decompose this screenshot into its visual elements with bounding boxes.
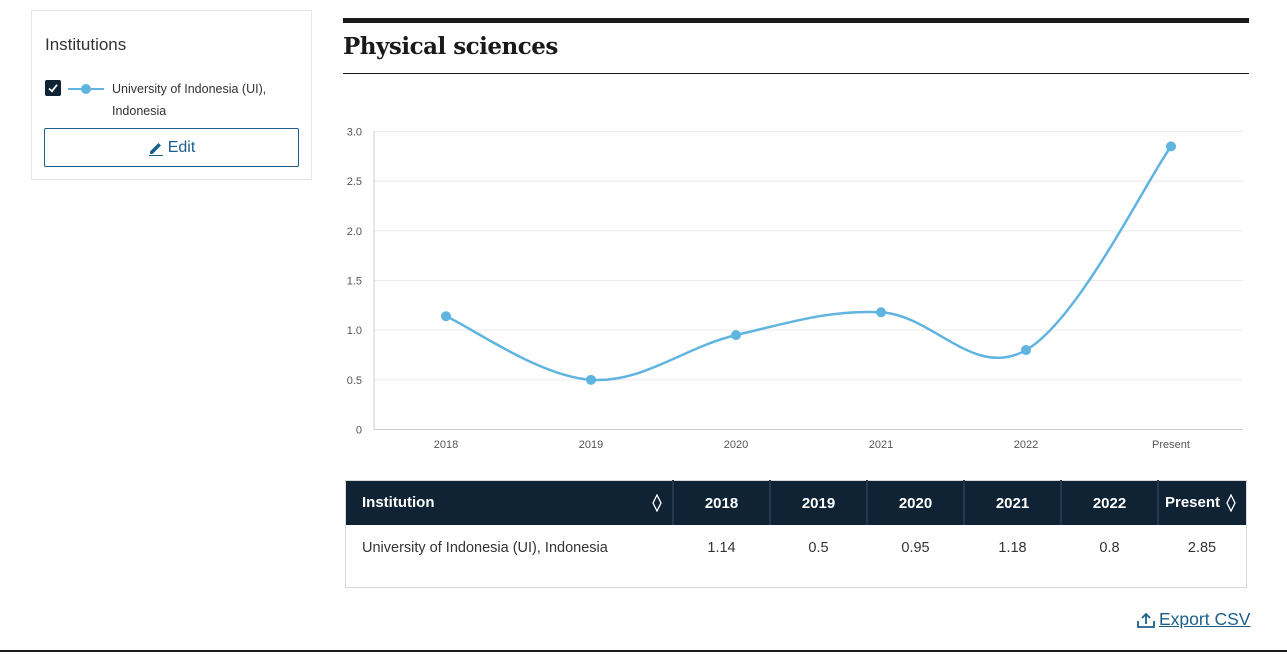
header-2021[interactable]: 2021 <box>963 480 1061 525</box>
value-cell-2019: 0.5 <box>770 525 867 588</box>
x-tick-label: 2022 <box>1014 439 1038 451</box>
header-2019[interactable]: 2019 <box>769 480 867 525</box>
y-tick-label: 1.5 <box>347 276 362 288</box>
bottom-divider <box>0 650 1287 652</box>
institution-cell: University of Indonesia (UI), Indonesia <box>345 525 673 588</box>
data-point <box>441 311 451 322</box>
value-cell-present: 2.85 <box>1158 525 1247 588</box>
data-point <box>731 330 741 341</box>
header-institution[interactable]: Institution <box>345 480 673 525</box>
table-header-row: Institution 2018 2019 2020 2021 2022 Pre… <box>345 480 1247 525</box>
table-row: University of Indonesia (UI), Indonesia … <box>345 525 1247 588</box>
y-tick-label: 2.5 <box>347 176 362 188</box>
line-chart: 0 0.5 1.0 1.5 2.0 2.5 3.0 2018 2019 2020 2021 2022 P… <box>347 127 1243 451</box>
header-present[interactable]: Present <box>1157 480 1247 525</box>
institution-item[interactable]: University of Indonesia (UI), Indonesia <box>45 78 305 122</box>
x-tick-label: 2018 <box>434 439 458 451</box>
sort-icon[interactable] <box>652 494 662 512</box>
y-tick-label: 0.5 <box>347 375 362 387</box>
panel-title: Institutions <box>45 35 127 54</box>
x-tick-label: Present <box>1152 439 1190 451</box>
y-tick-label: 0 <box>356 425 362 437</box>
institution-name: University of Indonesia (UI), Indonesia <box>112 82 267 118</box>
value-cell-2022: 0.8 <box>1061 525 1158 588</box>
y-tick-label: 1.0 <box>347 325 362 337</box>
x-tick-label: 2019 <box>579 439 603 451</box>
data-table: Institution 2018 2019 2020 2021 2022 Pre… <box>345 480 1247 588</box>
value-cell-2020: 0.95 <box>867 525 964 588</box>
x-tick-label: 2020 <box>724 439 748 451</box>
data-point <box>1021 345 1031 356</box>
header-2020[interactable]: 2020 <box>866 480 964 525</box>
chart-title: Physical sciences <box>343 33 558 60</box>
series-line <box>445 145 1173 382</box>
legend-marker <box>81 84 91 94</box>
data-point <box>586 374 596 385</box>
upload-icon <box>1137 612 1155 628</box>
institution-checkbox[interactable] <box>45 80 61 96</box>
sort-icon[interactable] <box>1226 494 1236 512</box>
data-point <box>876 307 886 318</box>
y-tick-label: 3.0 <box>347 127 362 139</box>
value-cell-2018: 1.14 <box>673 525 770 588</box>
value-cell-2021: 1.18 <box>964 525 1061 588</box>
export-csv-link[interactable]: Export CSV <box>1136 609 1250 630</box>
check-icon <box>48 84 58 93</box>
edit-label: Edit <box>167 138 196 156</box>
edit-button[interactable]: Edit <box>44 128 299 167</box>
institutions-panel: Institutions University of Indonesia (UI… <box>31 10 312 180</box>
title-top-border <box>343 18 1249 23</box>
data-point <box>1166 141 1176 152</box>
y-tick-label: 2.0 <box>347 226 362 238</box>
title-divider <box>343 73 1249 74</box>
x-tick-label: 2021 <box>869 439 893 451</box>
header-2022[interactable]: 2022 <box>1060 480 1158 525</box>
pencil-icon <box>148 142 163 156</box>
header-2018[interactable]: 2018 <box>672 480 770 525</box>
export-label: Export CSV <box>1159 609 1251 629</box>
